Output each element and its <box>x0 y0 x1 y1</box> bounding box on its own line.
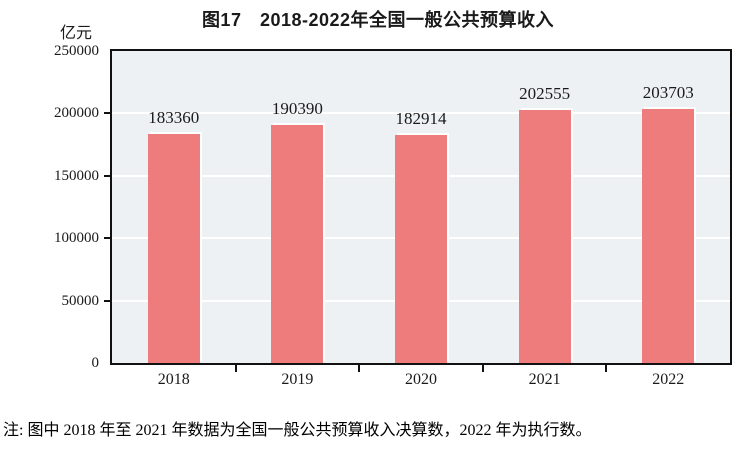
bar-value-label: 182914 <box>395 108 447 128</box>
x-tick-label: 2022 <box>652 371 685 388</box>
x-tickmark <box>358 365 361 372</box>
y-axis-unit-label: 亿元 <box>60 25 93 42</box>
x-tick-label: 2020 <box>404 371 437 388</box>
bar <box>395 134 447 363</box>
chart-title: 图17 2018-2022年全国一般公共预算收入 <box>201 10 555 30</box>
x-tick-label: 2021 <box>528 371 561 388</box>
y-tick-label: 150000 <box>54 167 99 184</box>
x-tickmark <box>605 365 608 372</box>
gridline <box>112 112 730 115</box>
y-tickmark <box>104 299 110 302</box>
bar-value-label: 202555 <box>519 84 571 104</box>
x-tick-label: 2018 <box>157 371 190 388</box>
bar <box>642 108 695 363</box>
y-tickmark <box>104 112 110 115</box>
bar-value-label: 190390 <box>271 99 323 119</box>
x-tick-label: 2019 <box>281 371 314 388</box>
footnote: 注: 图中 2018 年至 2021 年数据为全国一般公共预算收入决算数，202… <box>3 422 592 439</box>
y-tickmark <box>104 237 110 240</box>
y-tick-label: 250000 <box>54 43 99 59</box>
y-tickmark <box>104 174 110 177</box>
x-tickmark <box>481 365 484 372</box>
y-tick-label: 0 <box>91 355 100 371</box>
y-tick-label: 50000 <box>61 292 100 309</box>
plot-area: 0 50000 100000 150000 200000 250000 183360 2018… <box>54 43 732 388</box>
bar-value-label: 203703 <box>642 82 694 102</box>
bar <box>271 125 324 363</box>
bar <box>147 134 200 363</box>
bar <box>518 110 571 363</box>
bar-value-label: 183360 <box>148 108 200 128</box>
x-tickmark <box>234 365 237 372</box>
y-tick-label: 100000 <box>54 230 99 247</box>
y-tick-label: 200000 <box>54 105 99 122</box>
